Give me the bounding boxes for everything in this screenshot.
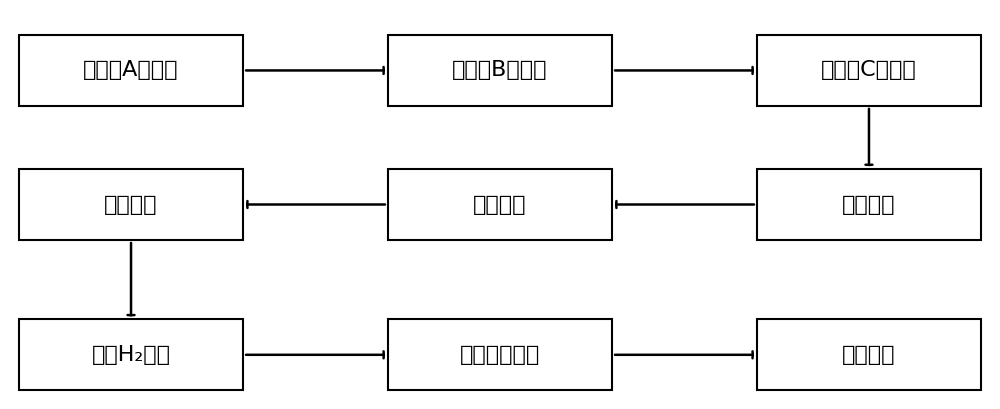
FancyBboxPatch shape (19, 35, 243, 106)
FancyBboxPatch shape (388, 319, 612, 390)
FancyBboxPatch shape (757, 35, 981, 106)
FancyBboxPatch shape (757, 169, 981, 240)
FancyBboxPatch shape (19, 169, 243, 240)
Text: 加酸沉淀: 加酸沉淀 (842, 195, 896, 214)
Text: 真空干燥: 真空干燥 (104, 195, 158, 214)
Text: 制备（B）溶液: 制备（B）溶液 (452, 61, 548, 81)
Text: 制备（A）溶液: 制备（A）溶液 (83, 61, 179, 81)
FancyBboxPatch shape (19, 319, 243, 390)
FancyBboxPatch shape (388, 35, 612, 106)
FancyBboxPatch shape (757, 319, 981, 390)
Text: 制备（C）溶液: 制备（C）溶液 (821, 61, 917, 81)
FancyBboxPatch shape (388, 169, 612, 240)
Text: 粉末性能检测: 粉末性能检测 (460, 345, 540, 365)
Text: 透气H₂还原: 透气H₂还原 (92, 345, 171, 365)
Text: 离心分离: 离心分离 (473, 195, 527, 214)
Text: 产品包装: 产品包装 (842, 345, 896, 365)
